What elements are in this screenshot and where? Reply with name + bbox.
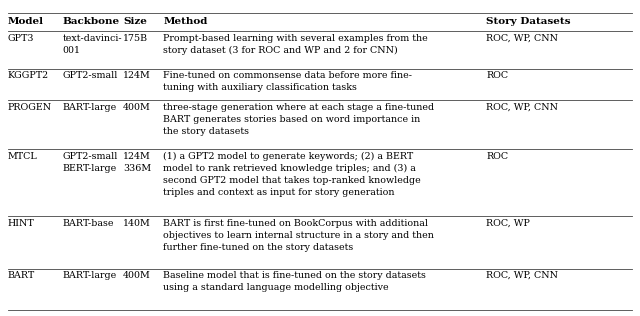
Text: Backbone: Backbone: [63, 17, 120, 27]
Text: GPT2-small
BERT-large: GPT2-small BERT-large: [63, 152, 118, 173]
Text: HINT: HINT: [8, 219, 35, 228]
Text: 400M: 400M: [123, 103, 150, 112]
Text: Fine-tuned on commonsense data before more fine-
tuning with auxiliary classific: Fine-tuned on commonsense data before mo…: [163, 71, 412, 92]
Text: BART-base: BART-base: [63, 219, 114, 228]
Text: Baseline model that is fine-tuned on the story datasets
using a standard languag: Baseline model that is fine-tuned on the…: [163, 271, 426, 292]
Text: ROC, WP, CNN: ROC, WP, CNN: [486, 103, 558, 112]
Text: Prompt-based learning with several examples from the
story dataset (3 for ROC an: Prompt-based learning with several examp…: [163, 34, 428, 55]
Text: Story Datasets: Story Datasets: [486, 17, 571, 27]
Text: PROGEN: PROGEN: [8, 103, 52, 112]
Text: ROC: ROC: [486, 152, 509, 161]
Text: KGGPT2: KGGPT2: [8, 71, 49, 80]
Text: 175B: 175B: [123, 34, 148, 43]
Text: Model: Model: [8, 17, 44, 27]
Text: 140M: 140M: [123, 219, 150, 228]
Text: GPT2-small: GPT2-small: [63, 71, 118, 80]
Text: BART-large: BART-large: [63, 103, 117, 112]
Text: text-davinci-
001: text-davinci- 001: [63, 34, 122, 55]
Text: three-stage generation where at each stage a fine-tuned
BART generates stories b: three-stage generation where at each sta…: [163, 103, 435, 136]
Text: (1) a GPT2 model to generate keywords; (2) a BERT
model to rank retrieved knowle: (1) a GPT2 model to generate keywords; (…: [163, 152, 421, 197]
Text: 400M: 400M: [123, 271, 150, 280]
Text: MTCL: MTCL: [8, 152, 37, 161]
Text: BART-large: BART-large: [63, 271, 117, 280]
Text: ROC: ROC: [486, 71, 509, 80]
Text: ROC, WP, CNN: ROC, WP, CNN: [486, 271, 558, 280]
Text: GPT3: GPT3: [8, 34, 34, 43]
Text: Method: Method: [163, 17, 207, 27]
Text: Size: Size: [123, 17, 147, 27]
Text: BART: BART: [8, 271, 35, 280]
Text: 124M: 124M: [123, 71, 150, 80]
Text: ROC, WP, CNN: ROC, WP, CNN: [486, 34, 558, 43]
Text: BART is first fine-tuned on BookCorpus with additional
objectives to learn inter: BART is first fine-tuned on BookCorpus w…: [163, 219, 434, 252]
Text: ROC, WP: ROC, WP: [486, 219, 531, 228]
Text: 124M
336M: 124M 336M: [123, 152, 151, 173]
